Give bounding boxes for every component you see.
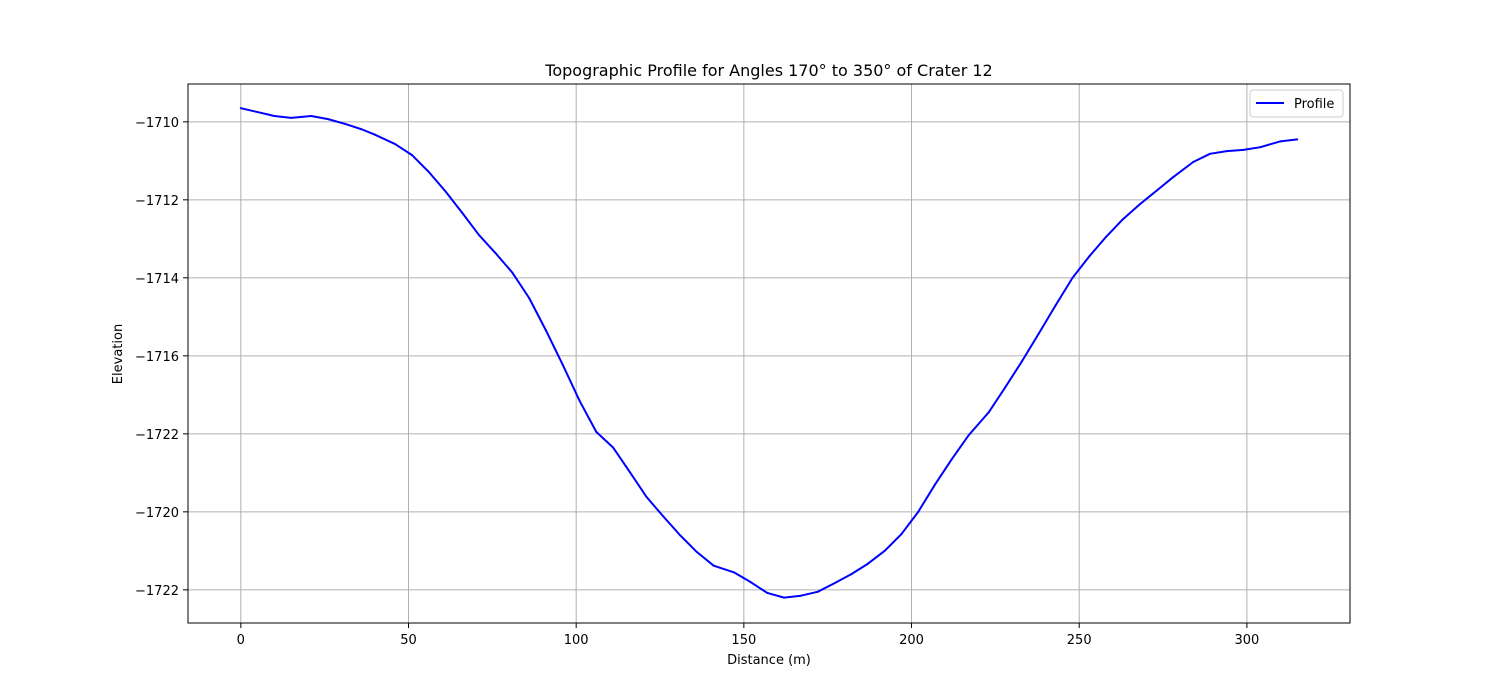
profile-point bbox=[290, 116, 293, 119]
profile-point bbox=[833, 582, 836, 585]
plot-frame bbox=[187, 83, 1351, 624]
profile-point bbox=[1037, 332, 1040, 335]
profile-point bbox=[410, 153, 413, 156]
legend-label: Profile bbox=[1294, 97, 1334, 112]
profile-point bbox=[766, 591, 769, 594]
profile-point bbox=[695, 551, 698, 554]
profile-point bbox=[612, 446, 615, 449]
profile-point bbox=[444, 190, 447, 193]
profile-point bbox=[816, 590, 819, 593]
profile-point bbox=[360, 128, 363, 131]
profile-point bbox=[1155, 189, 1158, 192]
profile-point bbox=[662, 515, 665, 518]
profile-line bbox=[240, 107, 1298, 599]
profile-point bbox=[1192, 161, 1195, 163]
profile-point bbox=[987, 411, 990, 414]
y-tick-label: −1716 bbox=[135, 350, 179, 365]
x-axis: 0 50 100 150 200 250 300 bbox=[237, 623, 1259, 648]
profile-point bbox=[343, 122, 346, 125]
profile-point bbox=[511, 271, 514, 274]
x-tick-label: 250 bbox=[1067, 633, 1092, 648]
profile-point bbox=[256, 111, 259, 114]
profile-point bbox=[799, 594, 802, 597]
profile-point bbox=[578, 399, 581, 402]
profile-point bbox=[866, 562, 869, 565]
profile-point bbox=[461, 211, 464, 214]
x-tick-label: 200 bbox=[899, 633, 924, 648]
profile-point bbox=[1088, 255, 1091, 258]
legend: Profile bbox=[1249, 89, 1344, 118]
x-tick-label: 300 bbox=[1234, 633, 1259, 648]
profile-point bbox=[1121, 218, 1124, 221]
profile-point bbox=[1054, 304, 1057, 307]
legend-box bbox=[1249, 89, 1344, 118]
profile-point bbox=[494, 252, 497, 255]
y-tick-label: −1722 bbox=[135, 584, 179, 599]
profile-point bbox=[544, 329, 547, 332]
profile-point bbox=[373, 133, 376, 136]
profile-point bbox=[1279, 140, 1282, 143]
profile-point bbox=[561, 363, 564, 366]
profile-point bbox=[1242, 148, 1245, 151]
profile-point bbox=[1004, 386, 1007, 389]
profile-point bbox=[900, 533, 903, 536]
x-tick-label: 0 bbox=[237, 633, 245, 648]
profile-point bbox=[310, 114, 313, 117]
profile-point bbox=[967, 434, 970, 437]
profile-point bbox=[850, 573, 853, 576]
profile-point bbox=[1225, 150, 1228, 153]
profile-point bbox=[712, 564, 715, 567]
profile-point bbox=[595, 430, 598, 433]
profile-point bbox=[883, 549, 886, 552]
profile-point bbox=[1021, 359, 1024, 362]
profile-point bbox=[1259, 146, 1262, 149]
profile-point bbox=[1208, 152, 1211, 155]
profile-point bbox=[1296, 138, 1299, 141]
grid bbox=[188, 84, 1350, 623]
y-tick-label: −1710 bbox=[135, 116, 179, 131]
profile-point bbox=[273, 114, 276, 117]
y-tick-label: −1714 bbox=[135, 272, 179, 287]
x-tick-label: 50 bbox=[400, 633, 417, 648]
profile-point bbox=[477, 233, 480, 236]
x-tick-label: 100 bbox=[564, 633, 589, 648]
x-tick-label: 150 bbox=[731, 633, 756, 648]
profile-point bbox=[1105, 235, 1108, 238]
profile-point bbox=[528, 297, 531, 300]
y-axis-label: Elevation bbox=[111, 324, 126, 384]
profile-point bbox=[239, 107, 242, 110]
profile-point bbox=[1172, 176, 1175, 179]
profile-point bbox=[679, 534, 682, 537]
series-layer bbox=[239, 107, 1299, 599]
y-tick-label: −1722 bbox=[135, 428, 179, 443]
profile-point bbox=[783, 596, 786, 599]
profile-point bbox=[628, 471, 631, 474]
profile-point bbox=[732, 571, 735, 574]
y-tick-label: −1720 bbox=[135, 506, 179, 521]
profile-point bbox=[327, 118, 330, 121]
x-axis-label: Distance (m) bbox=[727, 653, 811, 668]
y-tick-label: −1712 bbox=[135, 194, 179, 209]
profile-point bbox=[394, 143, 397, 146]
profile-point bbox=[934, 483, 936, 486]
profile-point bbox=[749, 581, 752, 584]
profile-point bbox=[645, 496, 648, 499]
profile-point bbox=[917, 510, 920, 513]
profile-point bbox=[950, 458, 953, 461]
profile-point bbox=[427, 170, 430, 173]
y-axis: −1710 −1712 −1714 −1716 −1722 −1720 −1722 bbox=[135, 116, 188, 599]
profile-point bbox=[1071, 276, 1074, 279]
chart-title: Topographic Profile for Angles 170° to 3… bbox=[544, 61, 992, 80]
profile-point bbox=[1138, 203, 1141, 206]
